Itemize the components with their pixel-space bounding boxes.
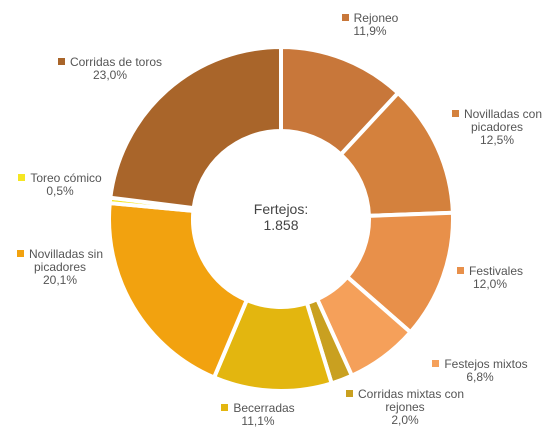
value-label: 12,0% (472, 277, 508, 291)
legend-label: Corridas mixtas con rejones 2,0% (335, 388, 475, 427)
legend-label: Toreo cómico 0,5% (0, 172, 120, 198)
legend-swatch (18, 174, 26, 181)
legend-label: Novilladas con picadores 12,5% (447, 108, 543, 147)
legend-label: Festivales 12,0% (430, 265, 543, 291)
value-label: 2,0% (391, 413, 419, 427)
legend-label: Rejoneo 11,9% (310, 12, 430, 38)
legend-swatch (341, 14, 349, 21)
legend-swatch (451, 110, 459, 117)
legend-swatch (221, 404, 229, 411)
center-value: 1.858 (263, 217, 298, 233)
donut-segment (107, 200, 250, 381)
value-label: 11,9% (353, 24, 387, 38)
category-name: Corridas de toros (69, 55, 163, 69)
value-label: 0,5% (46, 184, 74, 198)
donut-segment (108, 44, 283, 211)
legend-label: Festejos mixtos 6,8% (420, 358, 540, 384)
legend-swatch (57, 58, 65, 65)
category-name: Festejos mixtos (444, 357, 528, 371)
category-name: Toreo cómico (30, 171, 102, 185)
value-label: 23,0% (92, 68, 128, 82)
value-label: 20,1% (42, 273, 78, 287)
category-name: Corridas mixtas con rejones (357, 387, 465, 414)
value-label: 6,8% (466, 370, 494, 384)
category-name: Festivales (468, 264, 524, 278)
value-label: 11,1% (241, 414, 275, 428)
legend-swatch (345, 390, 353, 397)
category-name: Novilladas con picadores (463, 107, 543, 134)
legend-swatch (16, 250, 24, 257)
center-title: Fertejos: (254, 201, 308, 217)
legend-swatch (432, 360, 440, 367)
value-label: 12,5% (479, 133, 515, 147)
legend-swatch (456, 267, 464, 274)
category-name: Becerradas (233, 401, 295, 415)
category-name: Novilladas sin picadores (28, 247, 104, 274)
legend-label: Novilladas sin picadores 20,1% (10, 248, 110, 287)
legend-label: Becerradas 11,1% (198, 402, 318, 428)
legend-label: Corridas de toros 23,0% (40, 56, 180, 82)
category-name: Rejoneo (353, 11, 399, 25)
